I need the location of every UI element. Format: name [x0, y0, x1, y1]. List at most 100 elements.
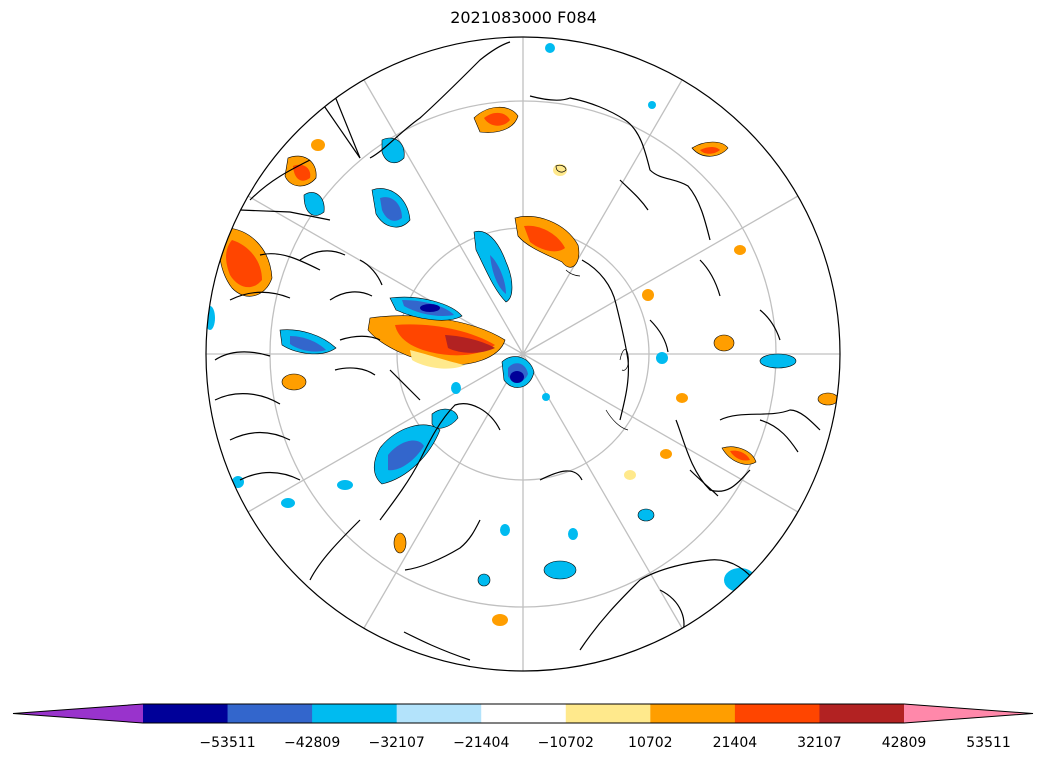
negative-anomaly: [232, 476, 244, 488]
negative-anomaly: [337, 480, 353, 490]
map-disc: [206, 37, 840, 671]
colorbar-cell: [565, 704, 651, 723]
negative-anomaly: [431, 408, 459, 429]
colorbar-cell: [143, 704, 229, 723]
colorbar-cell: [396, 704, 482, 723]
coastline: [529, 95, 711, 241]
coastline: [239, 209, 331, 221]
coastline: [403, 631, 471, 661]
positive-anomaly: [524, 225, 565, 252]
colorbar-tick-label: 10702: [628, 735, 673, 751]
meridian: [247, 353, 524, 513]
coastline: [329, 291, 373, 301]
negative-anomaly: [281, 498, 295, 508]
colorbar-cell: [312, 704, 398, 723]
positive-anomaly: [311, 139, 325, 151]
meridian: [522, 353, 683, 629]
coastline: [259, 253, 321, 271]
coastline: [239, 471, 301, 481]
colorbar-tick-label: 32107: [797, 735, 842, 751]
positive-anomaly: [624, 470, 636, 480]
negative-anomaly: [451, 382, 461, 394]
negative-anomaly: [656, 352, 668, 364]
negative-anomaly: [724, 568, 756, 592]
colorbar-tick-label: −42809: [283, 735, 341, 751]
negative-anomaly: [637, 508, 655, 522]
contour-line: [619, 349, 629, 371]
negative-anomaly: [380, 197, 402, 221]
coastline: [229, 431, 291, 441]
coastline: [214, 393, 281, 405]
positive-anomaly: [676, 393, 688, 403]
negative-anomaly: [545, 43, 555, 53]
colorbar-extend-min: [13, 704, 143, 723]
positive-anomaly: [484, 112, 510, 126]
positive-anomaly: [700, 147, 720, 154]
coastline: [619, 179, 649, 211]
coastline: [369, 41, 511, 159]
positive-anomaly: [226, 240, 262, 288]
coastline: [649, 319, 669, 353]
colorbar-cell: [650, 704, 736, 723]
positive-anomaly: [734, 245, 746, 255]
coastline: [539, 470, 583, 481]
coastline: [759, 419, 799, 453]
negative-anomaly: [206, 306, 215, 330]
anomaly-fields: [206, 43, 839, 626]
coastline: [249, 159, 311, 201]
positive-anomaly: [817, 392, 839, 406]
negative-anomaly: [500, 524, 510, 536]
colorbar-tick-label: −32107: [368, 735, 425, 751]
coastline: [334, 367, 376, 376]
colorbar-tick-label: −10702: [537, 735, 594, 751]
colorbar-extend-max: [904, 704, 1033, 723]
colorbar-tick-label: −21404: [453, 735, 510, 751]
negative-anomaly: [543, 560, 577, 580]
colorbar: [12, 703, 1034, 724]
coastline: [339, 335, 381, 341]
colorbar-cells: [13, 704, 1033, 723]
positive-anomaly: [293, 164, 311, 181]
coastline: [759, 309, 781, 341]
colorbar-cell: [734, 704, 820, 723]
coastline: [229, 291, 291, 301]
colorbar-tick-label: 53511: [966, 735, 1011, 751]
negative-anomaly: [510, 371, 524, 383]
negative-anomaly: [388, 440, 424, 471]
negative-anomaly: [568, 528, 578, 540]
coastline: [319, 99, 361, 159]
coastline: [675, 419, 751, 492]
coastline: [389, 369, 421, 401]
coastline: [214, 351, 271, 361]
coastline: [699, 259, 721, 297]
colorbar-tick-label: 42809: [881, 735, 927, 751]
colorbar-tick-label: 21404: [712, 735, 758, 751]
positive-anomaly: [713, 334, 735, 352]
negative-anomaly: [490, 255, 506, 294]
meridian: [363, 79, 524, 355]
meridian: [522, 195, 799, 355]
meridian: [522, 353, 799, 513]
negative-anomaly: [759, 353, 797, 369]
negative-anomaly: [542, 393, 550, 401]
coastline: [299, 250, 346, 261]
contour-line: [605, 409, 629, 431]
negative-anomaly: [420, 304, 440, 312]
positive-anomaly-light: [410, 350, 465, 369]
coastline: [719, 409, 821, 431]
coastline: [579, 559, 761, 651]
negative-anomaly: [648, 101, 656, 109]
negative-anomaly: [381, 137, 405, 164]
positive-anomaly: [642, 289, 654, 301]
positive-anomaly: [553, 164, 567, 176]
map-boundary: [205, 36, 841, 672]
colorbar-cell: [481, 704, 567, 723]
negative-anomaly: [303, 192, 325, 216]
positive-anomaly: [660, 449, 672, 459]
positive-anomaly: [492, 614, 508, 626]
negative-anomaly: [477, 573, 491, 587]
coastline: [404, 519, 481, 571]
coastline: [379, 403, 501, 521]
negative-anomaly: [290, 336, 326, 352]
coastline: [581, 259, 630, 421]
